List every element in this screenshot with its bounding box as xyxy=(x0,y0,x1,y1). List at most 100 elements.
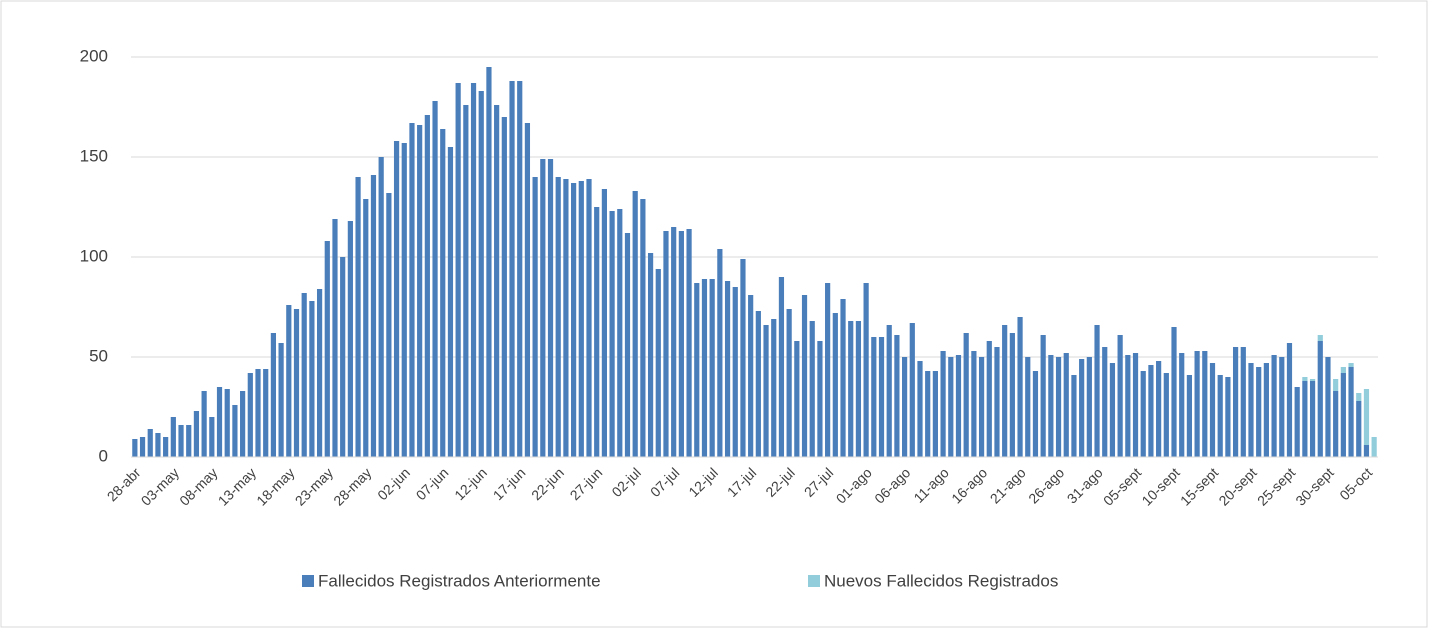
legend-label: Fallecidos Registrados Anteriormente xyxy=(318,571,601,590)
bar-segment xyxy=(932,371,938,457)
bar-segment xyxy=(724,281,731,457)
bar-segment xyxy=(186,425,192,457)
bar-segment xyxy=(1202,351,1208,457)
bar-segment xyxy=(1194,351,1200,457)
bar-segment xyxy=(324,241,330,457)
bar-segment xyxy=(509,81,515,457)
bar-segment xyxy=(1286,343,1293,457)
bar-segment xyxy=(1102,347,1108,457)
bar-segment xyxy=(632,191,638,457)
bar-segment xyxy=(517,81,523,457)
bar-segment xyxy=(293,309,300,457)
bar-segment xyxy=(940,351,946,457)
bar-segment xyxy=(1348,367,1354,457)
bar-segment xyxy=(709,279,715,457)
bar-segment xyxy=(748,295,754,457)
y-tick-label: 200 xyxy=(80,46,108,65)
bar-segment xyxy=(263,369,269,457)
y-tick-label: 50 xyxy=(89,346,108,365)
bar-segment xyxy=(1294,387,1300,457)
y-tick-label: 150 xyxy=(80,146,108,165)
bar-segment xyxy=(286,305,292,457)
bar-segment xyxy=(401,143,407,457)
bar-segment xyxy=(917,361,923,457)
bar-segment xyxy=(1171,327,1177,457)
bar-segment xyxy=(255,369,261,457)
bar-segment xyxy=(817,341,823,457)
bar-segment xyxy=(494,105,500,457)
bar-segment xyxy=(178,425,184,457)
bar-segment xyxy=(478,91,484,457)
bar-segment xyxy=(624,233,631,457)
bar-segment xyxy=(247,373,253,457)
bar-segment xyxy=(1025,357,1031,457)
bar-segment xyxy=(1132,353,1139,457)
bar-segment xyxy=(1163,373,1169,457)
bar-segment xyxy=(671,227,677,457)
bar-segment xyxy=(871,337,877,457)
bar-segment xyxy=(209,417,215,457)
bar-segment xyxy=(240,391,246,457)
bar-segment xyxy=(801,295,808,457)
bar-segment xyxy=(925,371,931,457)
bar-segment xyxy=(1302,381,1308,457)
bar-segment xyxy=(1079,359,1085,457)
bar-segment xyxy=(563,179,569,457)
bar-segment xyxy=(1125,355,1131,457)
bar-segment xyxy=(1271,355,1277,457)
bar-segment xyxy=(501,117,507,457)
bar-segment xyxy=(216,387,223,457)
bar-segment xyxy=(555,177,561,457)
bar-segment xyxy=(786,309,792,457)
bar-segment xyxy=(755,311,761,457)
bar-segment xyxy=(1225,377,1231,457)
bar-segment xyxy=(832,313,838,457)
bar-segment xyxy=(855,321,862,457)
bar-segment xyxy=(1263,363,1269,457)
bar-segment xyxy=(147,429,153,457)
bar-segment xyxy=(848,321,854,457)
bar-segment xyxy=(163,437,169,457)
bar-segment xyxy=(1309,379,1316,381)
bar-segment xyxy=(809,321,815,457)
bar-segment xyxy=(1279,357,1285,457)
bar-segment xyxy=(1186,375,1193,457)
legend-label: Nuevos Fallecidos Registrados xyxy=(824,571,1058,590)
bar-segment xyxy=(1002,325,1008,457)
bar-segment xyxy=(1109,363,1116,457)
bar-segment xyxy=(1340,373,1346,457)
y-tick-label: 100 xyxy=(80,246,108,265)
bar-segment xyxy=(455,83,461,457)
bar-segment xyxy=(1017,317,1023,457)
bar-segment xyxy=(840,299,846,457)
legend-swatch xyxy=(302,575,314,587)
bar-segment xyxy=(463,105,469,457)
legend-swatch xyxy=(808,575,820,587)
bar-segment xyxy=(1363,445,1370,457)
bar-segment xyxy=(224,389,230,457)
bar-segment xyxy=(370,175,377,457)
bar-segment xyxy=(393,141,400,457)
bar-segment xyxy=(963,333,969,457)
bar-segment xyxy=(440,129,446,457)
bar-segment xyxy=(1232,347,1239,457)
bar-segment xyxy=(1317,341,1323,457)
bar-segment xyxy=(578,181,584,457)
bar-segment xyxy=(139,437,146,457)
bar-segment xyxy=(647,253,654,457)
bar-segment xyxy=(1317,335,1323,341)
bar-segment xyxy=(1040,335,1046,457)
bar-segment xyxy=(347,221,353,457)
bar-segment xyxy=(232,405,238,457)
bar-segment xyxy=(909,323,915,457)
bar-segment xyxy=(601,189,607,457)
bar-segment xyxy=(1325,357,1331,457)
bar-segment xyxy=(447,147,454,457)
bar-segment xyxy=(678,231,684,457)
bar-segment xyxy=(170,417,176,457)
bar-segment xyxy=(902,357,908,457)
bar-segment xyxy=(201,391,207,457)
bar-segment xyxy=(1240,347,1246,457)
bar-segment xyxy=(1209,363,1216,457)
bar-segment xyxy=(1248,363,1254,457)
